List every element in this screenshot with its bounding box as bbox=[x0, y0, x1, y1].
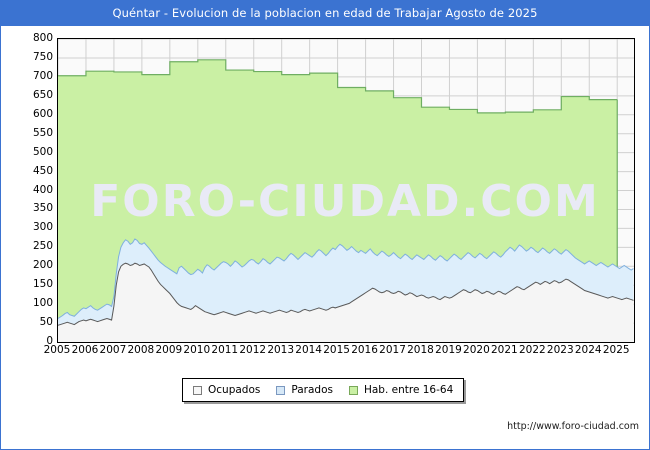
plot-area bbox=[57, 38, 635, 343]
y-axis-tick: 550 bbox=[32, 126, 53, 139]
x-axis-tick: 2019 bbox=[435, 344, 462, 356]
y-axis-tick: 650 bbox=[32, 88, 53, 101]
legend-swatch-icon bbox=[193, 385, 202, 395]
x-axis-tick: 2020 bbox=[463, 344, 490, 356]
y-axis-tick: 400 bbox=[32, 183, 53, 196]
footer-url: http://www.foro-ciudad.com bbox=[507, 421, 639, 432]
y-axis-tick: 200 bbox=[32, 259, 53, 272]
y-axis-tick: 50 bbox=[39, 316, 53, 329]
y-axis-tick: 150 bbox=[32, 278, 53, 291]
x-axis-tick: 2006 bbox=[71, 344, 99, 356]
y-axis-tick: 500 bbox=[32, 145, 53, 158]
x-axis-tick: 2016 bbox=[351, 344, 378, 356]
line-ocupados bbox=[58, 262, 634, 326]
y-axis-tick: 600 bbox=[32, 107, 53, 120]
legend-swatch-icon bbox=[348, 385, 358, 395]
x-axis-tick: 2024 bbox=[574, 344, 602, 356]
legend-item[interactable]: Parados bbox=[276, 384, 333, 396]
plot-canvas bbox=[58, 39, 634, 342]
legend-label: Hab. entre 16-64 bbox=[363, 384, 454, 396]
line-parados bbox=[58, 238, 634, 319]
x-axis-tick: 2018 bbox=[407, 344, 434, 356]
x-axis-tick: 2014 bbox=[295, 344, 322, 356]
legend-swatch-icon bbox=[276, 385, 286, 395]
series-layer bbox=[58, 59, 634, 342]
window-titlebar: Quéntar - Evolucion de la poblacion en e… bbox=[0, 0, 650, 26]
y-axis-tick: 700 bbox=[32, 69, 53, 82]
x-axis-labels: 2005 2006 2007 2008 2009 2010 2011 2012 2013 2014… bbox=[44, 344, 635, 360]
line-hab-16-64 bbox=[58, 59, 618, 114]
y-axis-tick: 750 bbox=[32, 50, 53, 63]
chart-body: 0 50 100 150 200 250 300 350 400 450 500 550 600 650 7… bbox=[0, 26, 650, 450]
x-axis-tick: 2023 bbox=[546, 344, 574, 356]
legend-label: Parados bbox=[291, 384, 333, 396]
y-axis-tick: 350 bbox=[32, 202, 53, 215]
page-title: Quéntar - Evolucion de la poblacion en e… bbox=[112, 6, 538, 20]
x-axis-tick: 2013 bbox=[267, 344, 295, 356]
x-axis-tick: 2009 bbox=[155, 344, 183, 356]
y-axis-tick: 100 bbox=[32, 297, 53, 310]
y-axis-tick: 250 bbox=[32, 240, 53, 253]
x-axis-tick: 2005 bbox=[43, 344, 71, 356]
y-axis-labels: 0 50 100 150 200 250 300 350 400 450 500 550 600 650 7… bbox=[1, 33, 53, 347]
x-axis-tick: 2015 bbox=[323, 344, 350, 356]
x-axis-tick: 2007 bbox=[99, 344, 127, 356]
area-ocupados bbox=[58, 263, 634, 342]
x-axis-tick: 2025 bbox=[602, 344, 630, 356]
x-axis-tick: 2022 bbox=[518, 344, 546, 356]
x-axis-tick: 2017 bbox=[379, 344, 406, 356]
legend-item[interactable]: Ocupados bbox=[193, 384, 260, 396]
x-axis-tick: 2012 bbox=[239, 344, 267, 356]
legend-item[interactable]: Hab. entre 16-64 bbox=[348, 384, 454, 396]
y-axis-tick: 300 bbox=[32, 221, 53, 234]
x-axis-tick: 2010 bbox=[183, 344, 211, 356]
x-axis-tick: 2021 bbox=[491, 344, 518, 356]
y-axis-tick: 450 bbox=[32, 164, 53, 177]
legend-label: Ocupados bbox=[208, 384, 261, 396]
x-axis-tick: 2011 bbox=[211, 344, 239, 356]
x-axis-tick: 2008 bbox=[127, 344, 155, 356]
chart-legend: Ocupados Parados Hab. entre 16-64 bbox=[182, 378, 465, 402]
y-axis-tick: 800 bbox=[32, 32, 53, 44]
y-axis-tick: 0 bbox=[46, 335, 53, 347]
